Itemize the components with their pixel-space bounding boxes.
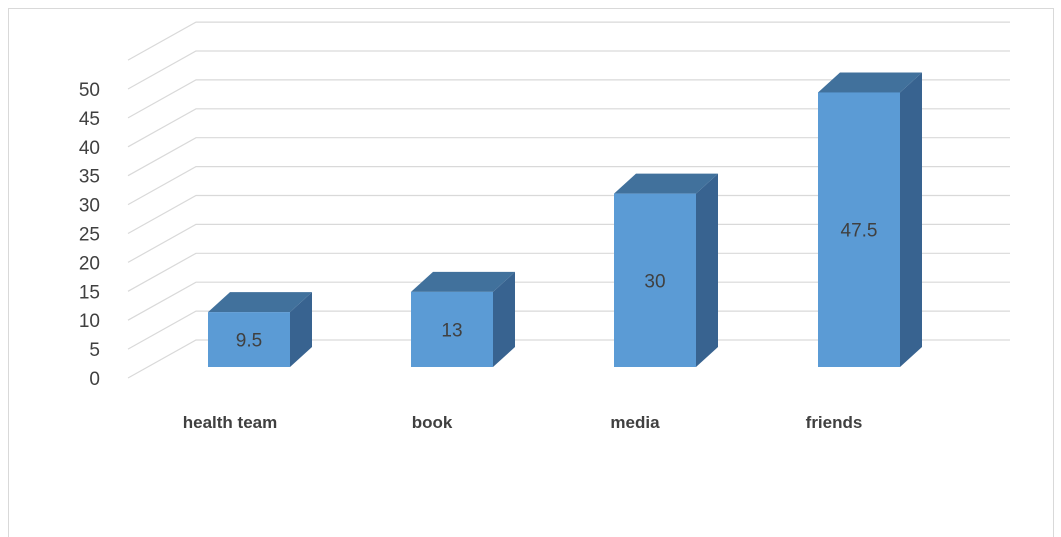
gridline bbox=[127, 252, 1010, 292]
data-labels: 9.5 13 30 47.5 bbox=[236, 221, 878, 352]
bar-front bbox=[208, 312, 290, 367]
gridline bbox=[127, 50, 1010, 90]
bar-front bbox=[614, 193, 696, 367]
y-tick-label: 35 bbox=[79, 167, 100, 188]
y-tick-label: 30 bbox=[79, 196, 100, 217]
bars bbox=[208, 72, 922, 367]
y-tick-label: 50 bbox=[79, 80, 100, 101]
y-tick-label: 10 bbox=[79, 311, 100, 332]
y-tick-label: 0 bbox=[89, 369, 100, 390]
data-label: 47.5 bbox=[841, 221, 878, 242]
gridline bbox=[127, 223, 1010, 263]
bar-media bbox=[614, 173, 718, 367]
gridline bbox=[127, 108, 1010, 148]
gridline bbox=[127, 137, 1010, 177]
y-tick-label: 25 bbox=[79, 225, 100, 246]
bar-side bbox=[290, 292, 312, 367]
gridlines bbox=[127, 21, 1010, 379]
category-labels: health team book media friends bbox=[183, 413, 863, 432]
category-label: book bbox=[412, 413, 453, 432]
data-label: 9.5 bbox=[236, 331, 262, 352]
bar-friends bbox=[818, 72, 922, 367]
bar-top bbox=[411, 271, 515, 292]
bar-top bbox=[818, 72, 922, 93]
y-axis-ticks: 0 5 10 15 20 25 30 35 40 45 50 bbox=[79, 80, 100, 390]
y-tick-label: 15 bbox=[79, 282, 100, 303]
gridline bbox=[127, 166, 1010, 206]
gridline bbox=[127, 194, 1010, 235]
data-label: 30 bbox=[644, 271, 665, 292]
y-tick-label: 20 bbox=[79, 253, 100, 274]
y-tick-label: 40 bbox=[79, 138, 100, 159]
bar-side bbox=[900, 72, 922, 367]
bar-top bbox=[614, 173, 718, 194]
bar-front bbox=[818, 92, 900, 367]
bar-book bbox=[411, 271, 515, 367]
y-tick-label: 5 bbox=[89, 340, 100, 361]
y-tick-label: 45 bbox=[79, 109, 100, 130]
gridline bbox=[127, 21, 1010, 61]
category-label: health team bbox=[183, 413, 277, 432]
bar-front bbox=[411, 291, 493, 367]
data-label: 13 bbox=[441, 320, 462, 341]
chart-frame bbox=[8, 8, 1054, 537]
bar-side bbox=[696, 173, 718, 367]
bar-top bbox=[208, 292, 312, 313]
gridline bbox=[127, 339, 1010, 379]
gridline bbox=[127, 281, 1010, 321]
bar-side bbox=[493, 271, 515, 367]
category-label: friends bbox=[806, 413, 863, 432]
bar-health-team bbox=[208, 292, 312, 367]
gridline bbox=[127, 79, 1010, 119]
gridline bbox=[127, 310, 1010, 350]
category-label: media bbox=[610, 413, 660, 432]
